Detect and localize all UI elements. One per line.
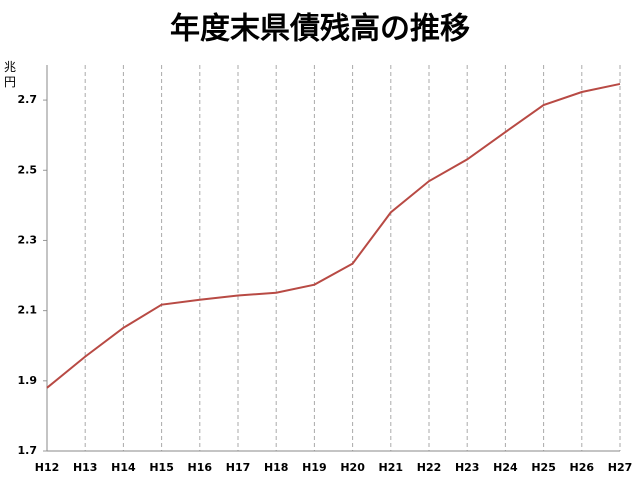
y-axis-label: 兆円 (4, 60, 17, 89)
y-tick-label: 2.5 (18, 163, 38, 176)
x-tick-label: H27 (608, 461, 633, 474)
y-tick-label: 2.7 (18, 93, 38, 106)
x-tick-label: H19 (302, 461, 327, 474)
x-tick-label: H16 (188, 461, 213, 474)
y-tick-label: 2.1 (18, 304, 38, 317)
x-tick-label: H20 (340, 461, 365, 474)
line (46, 82, 621, 389)
x-tick-label: H13 (73, 461, 98, 474)
y-tick-label: 2.3 (18, 233, 38, 246)
x-tick-label: H17 (226, 461, 251, 474)
chart-title: 年度末県債残高の推移 (170, 12, 470, 47)
x-tick-label: H18 (264, 461, 289, 474)
y-tick-label: 1.7 (18, 444, 38, 457)
x-tick-label: H15 (149, 461, 174, 474)
x-tick-label: H24 (493, 461, 518, 474)
x-tick-label: H26 (570, 461, 595, 474)
x-tick-label: H25 (531, 461, 556, 474)
x-tick-label: H21 (379, 461, 404, 474)
x-tick-label: H23 (455, 461, 480, 474)
y-tick-label: 1.9 (18, 374, 38, 387)
x-tick-label: H22 (417, 461, 442, 474)
x-tick-label: H14 (111, 461, 136, 474)
x-tick-label: H12 (35, 461, 60, 474)
